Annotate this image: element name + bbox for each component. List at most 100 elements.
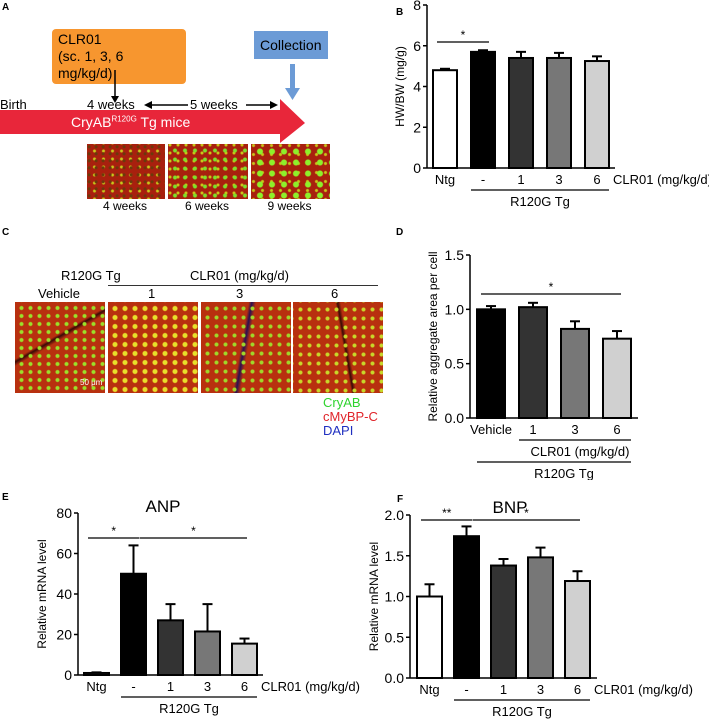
y-tick-label: 20 [56,627,72,643]
panel-label-b: B [396,7,404,18]
y-tick-label: 2.0 [385,507,405,523]
panel-label-c: C [2,227,10,238]
y-tick-label: 0 [413,160,421,176]
x-tick-label: 1 [167,679,174,694]
significance-mark: ** [442,506,452,520]
bar [470,50,496,169]
bar [584,60,610,169]
bar [453,535,480,679]
y-tick-label: 60 [56,546,72,562]
group-label: R120G Tg [492,704,552,719]
treatment-line [108,285,378,286]
arrow-label: CryABR120G Tg mice [71,114,191,130]
y-tick-label: 0.5 [385,629,405,645]
collection-box: Collection [254,31,328,59]
y-tick-label: 1.5 [445,247,465,263]
significance-mark: * [549,280,554,294]
start-week-label: 4 weeks [87,97,135,112]
y-tick-label: 0.5 [445,356,465,372]
legend-cmybpc: cMyBP-C [323,409,378,424]
x-suffix-label: CLR01 (mg/kg/d) [594,682,693,697]
col-vehicle: Vehicle [38,286,80,301]
x-tick-label: 6 [574,682,581,697]
bar [602,337,632,419]
y-tick-label: 1.0 [385,589,405,605]
bar [518,306,548,419]
y-axis-label: HW/BW (mg/g) [393,46,407,127]
y-tick-label: 2 [413,119,421,135]
significance-mark: * [461,28,466,42]
panel-label-a: A [2,2,10,13]
y-axis-label: Relative mRNA level [367,542,381,651]
group-label: R120G Tg [61,268,121,283]
bar [564,580,591,679]
caption-4-weeks: 4 weeks [102,199,148,213]
treatment-title: CLR01 [58,31,102,47]
treatment-box: CLR01 (sc. 1, 3, 6 mg/kg/d) [52,29,186,84]
significance-mark: * [111,524,116,538]
panel-label-f: F [397,494,404,505]
chart-hw-bw: 0 2 4 6 8 HW/BW (mg/g) Ntg - 1 3 6 CLR01 (mg/kg/d) R… [393,0,709,209]
treatment-label: CLR01 (mg/kg/d) [190,268,289,283]
legend-dapi: DAPI [323,423,354,438]
bar [546,56,572,169]
stain-legend: CryAB cMyBP-C DAPI [323,396,378,438]
x-tick-label: 3 [555,172,562,187]
micrograph-dose-3 [200,301,292,394]
bar [416,595,443,679]
bar [490,564,517,679]
bar [432,69,458,169]
y-axis-label: Relative aggregate area per cell [426,251,440,421]
y-tick-label: 6 [413,38,421,54]
y-tick-label: 8 [413,0,421,13]
x-tick-label: Ntg [419,682,439,697]
scale-bar-label: 50 μm [80,378,103,387]
bar [194,630,221,676]
group-label: R120G Tg [510,194,570,209]
x-tick-label: Ntg [86,679,106,694]
micrograph-9-weeks [250,143,331,200]
bar [476,308,506,419]
micrograph-6-weeks [167,143,249,200]
micrograph-4-weeks [86,143,166,200]
group-label: R120G Tg [159,701,219,716]
chart-bnp: BNP 0.0 0.5 1.0 1.5 2.0 Relative mRNA level Ntg… [367,498,693,719]
micrograph-dose-1 [107,301,199,394]
y-tick-label: 0 [64,667,72,683]
y-axis-label: Relative mRNA level [35,539,49,648]
timeline-graphic [0,64,305,143]
micrograph-vehicle [14,301,106,394]
y-tick-label: 0.0 [445,410,465,426]
legend-cryab: CryAB [323,395,361,410]
x-tick-label: 6 [613,422,620,437]
x-suffix-label: CLR01 (mg/kg/d) [613,172,709,187]
bar [157,619,184,676]
col-6: 6 [331,286,339,301]
x-tick-label: Vehicle [470,422,512,437]
y-tick-label: 4 [413,79,421,95]
x-tick-label: Ntg [435,172,455,187]
bar [231,642,258,677]
micrograph-dose-6 [292,301,384,394]
col-3: 3 [236,286,244,301]
x-tick-label: 3 [537,682,544,697]
panel-label-e: E [2,492,9,503]
x-suffix-label: CLR01 (mg/kg/d) [261,679,360,694]
bar [527,556,554,679]
span-label: 5 weeks [190,97,238,112]
y-tick-label: 40 [56,586,72,602]
x-tick-label: 1 [517,172,524,187]
col-1: 1 [148,286,156,301]
x-tick-label: 1 [500,682,507,697]
x-tick-label: 3 [571,422,578,437]
birth-label: Birth [0,97,27,112]
significance-mark: * [191,524,196,538]
chart-title: ANP [146,497,181,516]
y-tick-label: 0.0 [385,670,405,686]
x-tick-label: - [464,682,468,697]
chart-title: BNP [493,498,528,517]
caption-6-weeks: 6 weeks [184,199,230,213]
y-tick-label: 80 [56,505,72,521]
significance-mark: * [524,506,529,520]
bar [120,572,147,676]
